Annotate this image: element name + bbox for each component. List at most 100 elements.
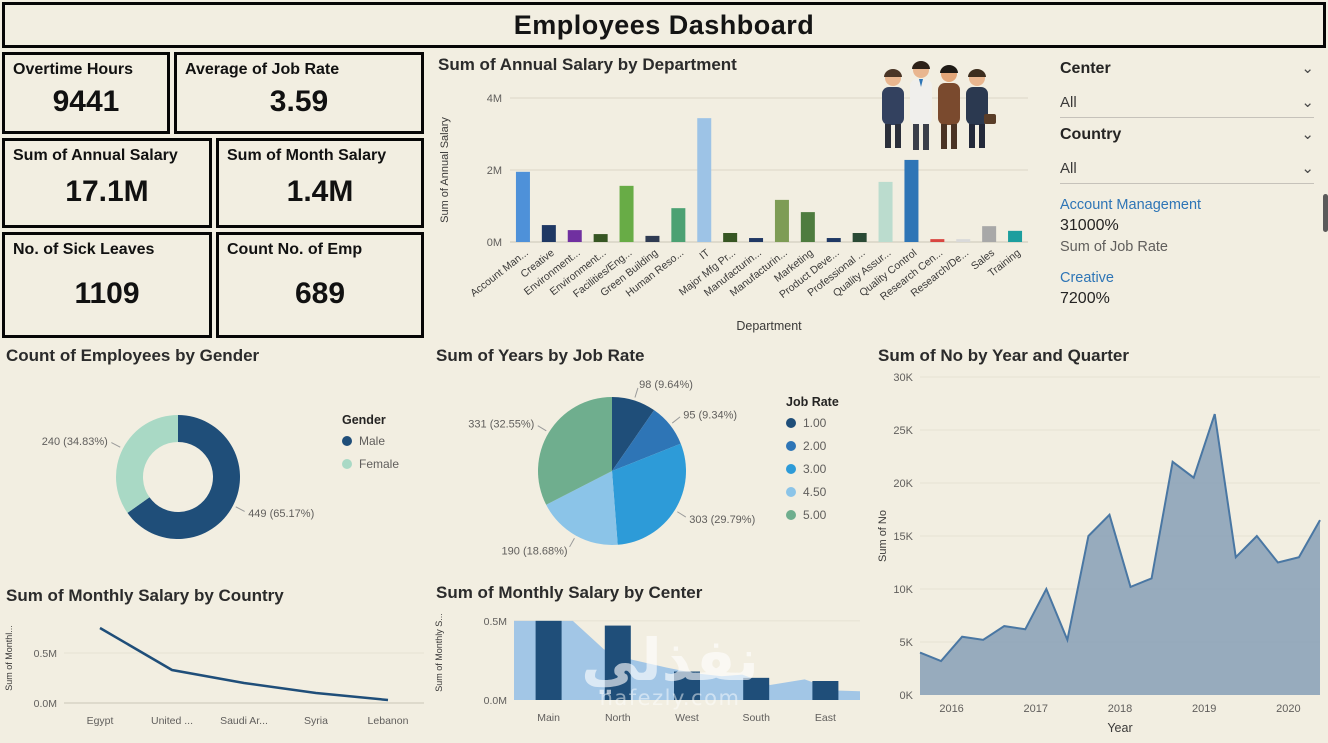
legend-dot — [786, 441, 796, 451]
svg-text:20K: 20K — [893, 478, 913, 490]
svg-text:Sum of No: Sum of No — [877, 510, 889, 562]
svg-text:240 (34.83%): 240 (34.83%) — [42, 436, 108, 448]
chevron-down-icon[interactable]: ⌄ — [1301, 93, 1314, 111]
svg-text:15K: 15K — [893, 531, 913, 543]
kpi-card-overtime-hours: Overtime Hours 9441 — [2, 52, 170, 134]
svg-text:190 (18.68%): 190 (18.68%) — [502, 545, 568, 557]
svg-text:2020: 2020 — [1276, 703, 1300, 715]
legend-dot — [786, 487, 796, 497]
person-figure — [966, 69, 996, 148]
legend-item[interactable]: 2.00 — [786, 439, 839, 453]
center-filter-label: Center — [1060, 60, 1111, 77]
svg-text:Sum of Monthl...: Sum of Monthl... — [4, 625, 14, 691]
svg-text:East: East — [815, 712, 836, 724]
legend-title: Gender — [342, 413, 386, 427]
kpi-label: Overtime Hours — [13, 61, 134, 78]
kpi-card-count-emp: Count No. of Emp 689 — [216, 232, 424, 338]
svg-text:United ...: United ... — [151, 715, 193, 727]
country-filter-label: Country — [1060, 126, 1122, 143]
detail-item-name[interactable]: Account Management — [1060, 197, 1202, 213]
legend-label: 3.00 — [803, 462, 827, 476]
svg-text:Egypt: Egypt — [87, 715, 114, 727]
kpi-label: Sum of Annual Salary — [13, 147, 178, 164]
legend-item[interactable]: Male — [342, 434, 399, 448]
svg-text:2018: 2018 — [1108, 703, 1132, 715]
chevron-down-icon[interactable]: ⌄ — [1301, 60, 1314, 77]
svg-text:2016: 2016 — [939, 703, 963, 715]
svg-text:West: West — [675, 712, 699, 724]
detail-card: Account Management 31000% Sum of Job Rate C… — [1060, 182, 1316, 308]
svg-text:Sum of Annual Salary: Sum of Annual Salary — [439, 117, 451, 223]
chart-annual-salary-by-department: Sum of Annual Salary by Department 0M 2M 4… — [432, 52, 1038, 344]
area-chart-no-by-year[interactable]: 0K 5K 10K 15K 20K 25K 30K 2016 2017 2018 2019 2020 Y… — [872, 343, 1328, 743]
filter-panel: Center ⌄ All ⌄ Country ⌄ All ⌄ Account M… — [1044, 52, 1328, 344]
svg-text:0.5M: 0.5M — [484, 616, 507, 628]
country-filter-header[interactable]: Country ⌄ — [1060, 126, 1314, 144]
svg-text:0.0M: 0.0M — [34, 698, 57, 710]
legend-item[interactable]: 5.00 — [786, 508, 839, 522]
person-figure — [882, 69, 904, 148]
svg-text:331 (32.55%): 331 (32.55%) — [468, 419, 534, 431]
center-filter-header[interactable]: Center ⌄ — [1060, 60, 1314, 78]
chart-title: Sum of Monthly Salary by Country — [6, 586, 284, 605]
country-filter-dropdown[interactable]: All ⌄ — [1060, 160, 1314, 184]
detail-item-metric: Sum of Job Rate — [1060, 239, 1168, 255]
kpi-card-month-salary: Sum of Month Salary 1.4M — [216, 138, 424, 228]
svg-text:North: North — [605, 712, 631, 724]
kpi-card-average-job-rate: Average of Job Rate 3.59 — [174, 52, 424, 134]
legend-dot — [786, 418, 796, 428]
donut-chart-gender[interactable]: 449 (65.17%) 240 (34.83%) — [0, 343, 430, 583]
svg-text:303 (29.79%): 303 (29.79%) — [689, 514, 755, 526]
kpi-value: 1109 — [74, 277, 140, 310]
detail-item-value: 7200% — [1060, 290, 1110, 307]
scrollbar[interactable] — [1323, 194, 1328, 232]
legend-item[interactable]: 1.00 — [786, 416, 839, 430]
legend-item[interactable]: Female — [342, 457, 399, 471]
chart-years-by-job-rate: Sum of Years by Job Rate 98 (9.64%) 95 (9… — [430, 343, 872, 583]
svg-text:4M: 4M — [487, 93, 502, 105]
svg-text:25K: 25K — [893, 425, 913, 437]
svg-text:Sum of Monthly S...: Sum of Monthly S... — [434, 613, 444, 692]
chart-title: Count of Employees by Gender — [6, 346, 260, 365]
chart-monthly-salary-by-center: Sum of Monthly Salary by Center 0.0M 0.5M… — [430, 575, 872, 743]
kpi-value: 689 — [294, 277, 346, 310]
pie-chart-job-rate[interactable]: 98 (9.64%) 95 (9.34%) 303 (29.79%) 190 (18.… — [430, 343, 872, 583]
chart-title: Sum of Years by Job Rate — [436, 346, 645, 365]
kpi-value: 17.1M — [65, 175, 149, 208]
svg-text:Department: Department — [736, 319, 802, 333]
detail-item-name[interactable]: Creative — [1060, 270, 1114, 286]
center-filter-dropdown[interactable]: All ⌄ — [1060, 94, 1314, 118]
legend-item[interactable]: 3.00 — [786, 462, 839, 476]
kpi-value: 1.4M — [286, 175, 354, 208]
chart-title: Sum of Monthly Salary by Center — [436, 583, 703, 602]
person-figure — [910, 61, 932, 150]
center-filter-value: All — [1060, 94, 1077, 111]
person-figure — [938, 65, 960, 149]
svg-text:Lebanon: Lebanon — [368, 715, 409, 727]
legend-item[interactable]: 4.50 — [786, 485, 839, 499]
gender-legend: Gender Male Female — [342, 413, 399, 480]
chevron-down-icon[interactable]: ⌄ — [1301, 159, 1314, 177]
svg-text:Main: Main — [537, 712, 560, 724]
svg-text:10K: 10K — [893, 584, 913, 596]
line-chart-salary-by-country[interactable]: 0.0M 0.5M Egypt United ... Saudi Ar... Syria L… — [0, 583, 430, 743]
chart-employees-by-gender: Count of Employees by Gender 449 (65.17%… — [0, 343, 430, 583]
chart-title: Sum of No by Year and Quarter — [878, 346, 1129, 365]
svg-text:0.5M: 0.5M — [34, 648, 57, 660]
kpi-label: Sum of Month Salary — [227, 147, 387, 164]
chevron-down-icon[interactable]: ⌄ — [1301, 126, 1314, 143]
kpi-value: 3.59 — [269, 85, 329, 118]
team-illustration — [882, 61, 996, 150]
svg-text:30K: 30K — [893, 372, 913, 384]
legend-dot — [342, 459, 352, 469]
svg-text:95 (9.34%): 95 (9.34%) — [683, 409, 737, 421]
dashboard-header: Employees Dashboard — [2, 2, 1326, 48]
svg-text:5K: 5K — [900, 637, 914, 649]
svg-text:2M: 2M — [487, 165, 502, 177]
chart-monthly-salary-by-country: Sum of Monthly Salary by Country 0.0M 0.5… — [0, 583, 430, 743]
kpi-label: No. of Sick Leaves — [13, 241, 155, 258]
kpi-label: Average of Job Rate — [185, 61, 340, 78]
svg-text:Syria: Syria — [304, 715, 328, 727]
